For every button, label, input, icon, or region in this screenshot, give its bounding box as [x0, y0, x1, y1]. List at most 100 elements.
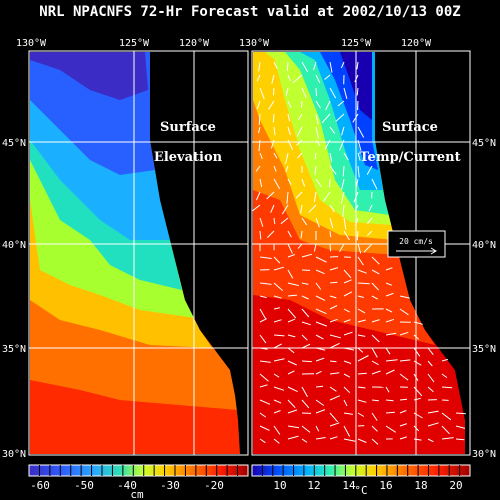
- current-vector: [427, 410, 439, 414]
- current-vector: [343, 152, 349, 161]
- current-vector: [427, 438, 434, 443]
- lon-label: 130°W: [239, 38, 270, 49]
- elev-unit: cm: [130, 488, 144, 500]
- current-vector: [340, 191, 345, 204]
- current-vector: [259, 399, 271, 405]
- current-vector: [329, 267, 339, 271]
- current-vector: [455, 438, 465, 441]
- current-vector: [413, 347, 421, 357]
- current-vector: [315, 295, 326, 301]
- elevation-label-line2: Elevation: [154, 150, 223, 165]
- current-vector: [329, 281, 338, 284]
- current-vector: [259, 425, 270, 431]
- current-vector: [441, 386, 453, 389]
- current-vector: [273, 282, 284, 291]
- current-vector: [427, 373, 435, 383]
- current-vector: [329, 395, 341, 401]
- current-vector: [357, 282, 370, 285]
- current-vector: [273, 256, 281, 264]
- current-vector: [273, 87, 275, 96]
- current-vector: [315, 113, 319, 125]
- current-vector: [385, 411, 395, 414]
- current-vector: [352, 113, 359, 123]
- current-vector: [385, 359, 398, 362]
- current-vector: [286, 61, 289, 72]
- current-vector: [301, 343, 311, 349]
- current-vector: [399, 359, 411, 362]
- lat-label: 45°N: [2, 138, 26, 149]
- current-vector: [252, 204, 261, 212]
- current-vector: [273, 410, 281, 414]
- current-vector: [339, 243, 345, 252]
- current-vector: [357, 308, 366, 314]
- current-vector: [363, 243, 373, 253]
- elev-tick: -20: [204, 479, 224, 492]
- current-vector: [371, 370, 381, 375]
- current-vector: [315, 321, 328, 327]
- current-vector: [343, 308, 350, 313]
- current-vector: [259, 256, 272, 259]
- current-vector: [357, 269, 367, 274]
- temp-tick: 12: [307, 479, 320, 492]
- current-vector: [273, 343, 282, 349]
- current-vector: [273, 373, 280, 378]
- current-vector: [301, 334, 308, 341]
- current-vector: [287, 282, 300, 287]
- current-vector: [271, 74, 275, 84]
- current-vector: [385, 282, 393, 286]
- current-vector: [287, 126, 291, 136]
- current-vector: [342, 204, 345, 217]
- lat-label: 45°N: [472, 138, 496, 149]
- temp-tick: 10: [273, 479, 286, 492]
- current-vector: [314, 165, 317, 175]
- current-vector: [371, 256, 380, 265]
- current-vector: [281, 204, 289, 215]
- current-vector: [329, 372, 340, 375]
- current-vector: [371, 269, 380, 275]
- current-vector: [343, 269, 352, 279]
- current-vector: [441, 437, 454, 440]
- current-vector: [287, 370, 295, 375]
- current-vector: [285, 152, 289, 164]
- elevation-colorbar: -60 -50 -40 -30 -20 cm: [28, 464, 249, 500]
- lon-label: 120°W: [179, 38, 210, 49]
- current-vector: [341, 126, 345, 136]
- current-vector: [329, 61, 333, 73]
- current-vector: [273, 438, 280, 444]
- current-vector: [258, 113, 261, 126]
- current-vector: [313, 191, 317, 203]
- current-vector: [371, 319, 380, 323]
- current-vector: [287, 347, 295, 354]
- current-vector: [287, 230, 292, 238]
- current-vector: [273, 61, 278, 69]
- current-vector: [329, 342, 340, 349]
- current-vector: [371, 282, 379, 291]
- current-vector: [301, 399, 310, 409]
- current-vector: [301, 386, 308, 398]
- current-vector: [371, 399, 379, 402]
- current-vector: [455, 425, 466, 429]
- current-vector: [259, 318, 267, 323]
- current-vector: [335, 113, 345, 122]
- current-vector: [315, 425, 320, 432]
- current-vector: [329, 305, 338, 310]
- vector-scale-label: 20 cm/s: [399, 237, 433, 246]
- current-vector: [287, 318, 296, 323]
- current-vector: [385, 347, 391, 355]
- current-vector: [259, 438, 266, 444]
- current-vector: [399, 295, 410, 299]
- current-vector: [273, 358, 285, 362]
- current-vector: [301, 100, 303, 108]
- elevation-panel: Surface Elevation: [28, 50, 249, 456]
- current-vector: [329, 295, 337, 299]
- current-vector: [427, 422, 439, 427]
- temp-tick: 20: [449, 479, 462, 492]
- current-vector: [287, 425, 300, 429]
- current-vector: [313, 243, 317, 252]
- current-vector: [357, 243, 362, 254]
- temp-label-line1: Surface: [382, 120, 438, 135]
- current-vector: [259, 412, 267, 418]
- current-vector: [343, 279, 352, 284]
- current-vector: [329, 126, 336, 134]
- current-vector: [357, 152, 361, 161]
